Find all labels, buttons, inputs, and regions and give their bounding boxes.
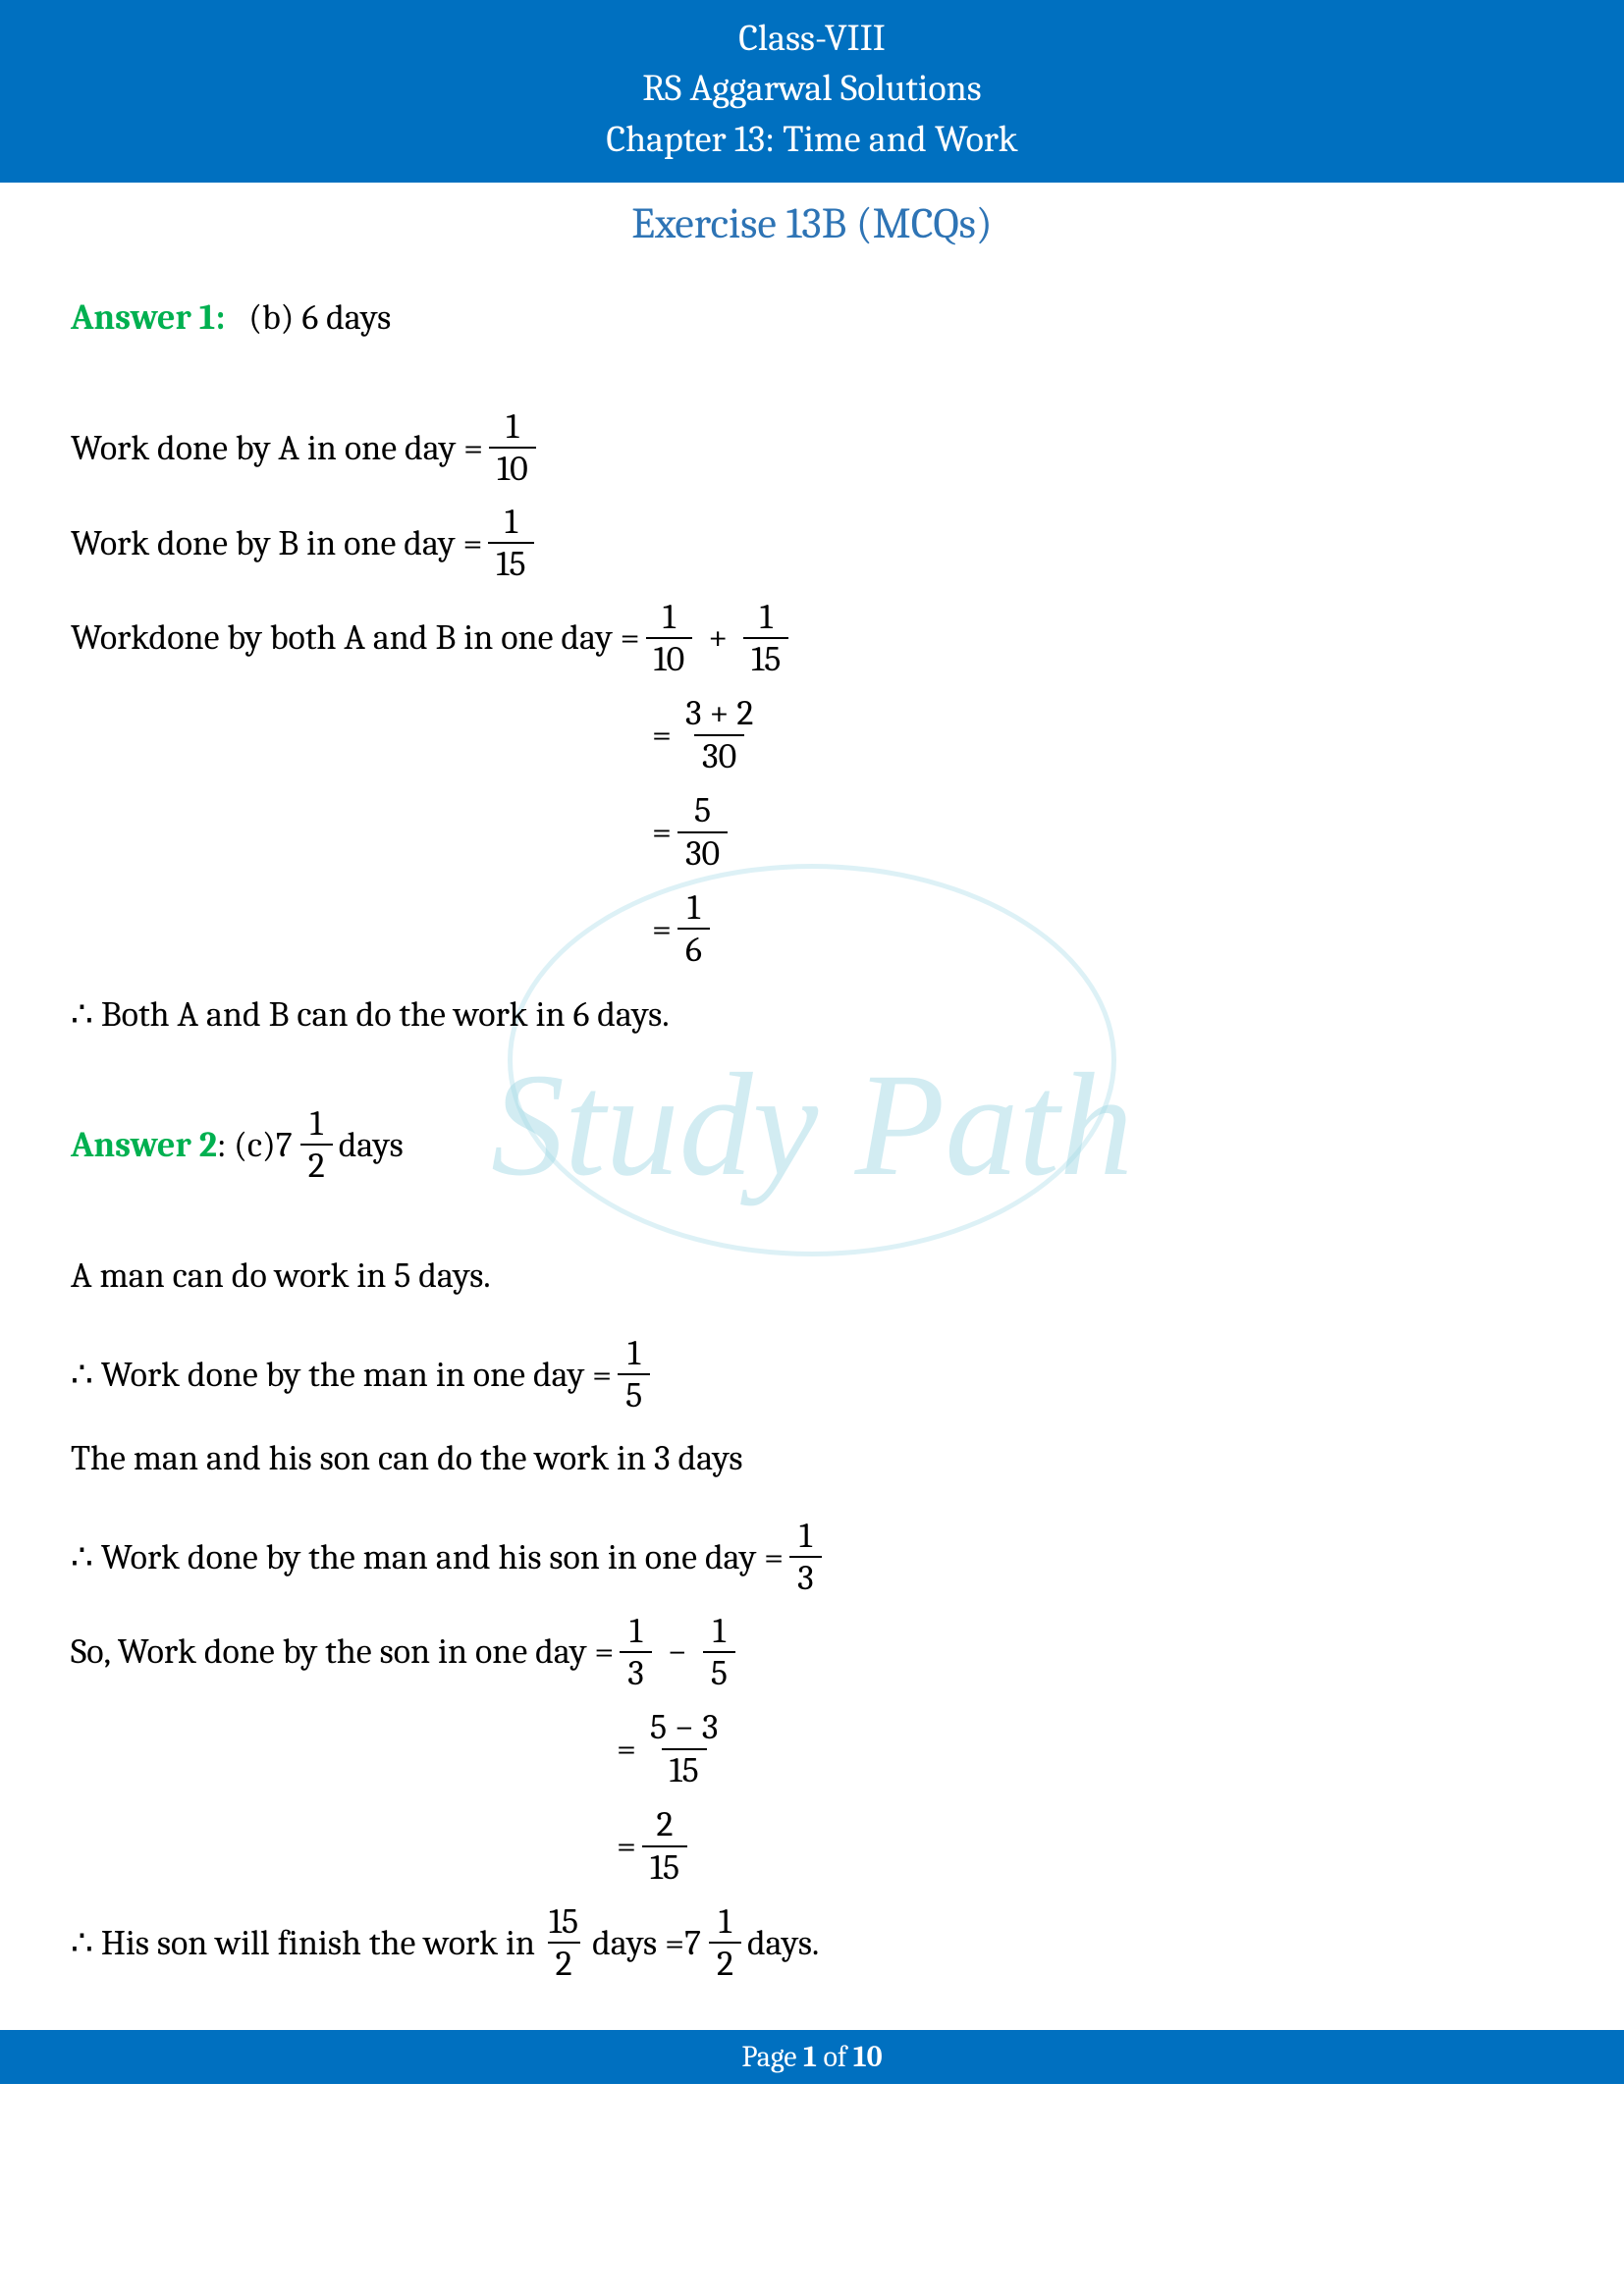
a1-text-ab: Workdone by both A and B in one day = <box>71 608 640 667</box>
a1-text-a: Work done by A in one day = <box>71 418 483 478</box>
a1-line-b: Work done by B in one day = 1 15 <box>71 502 1553 585</box>
a1-step3-frac: 5 30 <box>677 790 728 874</box>
a1-step4: = 1 6 <box>71 887 1553 971</box>
a2-l4: ∴ Work done by the man and his son in on… <box>71 1516 1553 1599</box>
a1-frac-ab2: 1 15 <box>743 597 788 680</box>
a1-conclusion: ∴ Both A and B can do the work in 6 days… <box>71 985 1553 1044</box>
a1-text-b: Work done by B in one day = <box>71 513 482 573</box>
answer2-mixed: 7 1 2 <box>276 1103 339 1187</box>
a1-op-plus: + <box>708 608 728 667</box>
answer2-colon: : (c) <box>217 1115 276 1175</box>
header-chapter: Chapter 13: Time and Work <box>0 115 1624 165</box>
a1-line-ab: Workdone by both A and B in one day = 1 … <box>71 597 1553 680</box>
a2-l1: A man can do work in 5 days. <box>71 1246 1553 1306</box>
a1-step2: = 3 + 2 30 <box>71 693 1553 776</box>
answer1-option: (b) 6 days <box>248 297 391 338</box>
a2-step3: = 2 15 <box>71 1804 1553 1888</box>
a2-step2: = 5 − 3 15 <box>71 1707 1553 1790</box>
exercise-title: Exercise 13B (MCQs) <box>0 198 1624 248</box>
answer1-heading: Answer 1: (b) 6 days <box>71 288 1553 347</box>
answer2-heading: Answer 2 : (c) 7 1 2 days <box>71 1103 1553 1187</box>
content-area: Answer 1: (b) 6 days Work done by A in o… <box>0 288 1624 1985</box>
header-bar: Class-VIII RS Aggarwal Solutions Chapter… <box>0 0 1624 183</box>
footer-bar: Page 1 of 10 <box>0 2030 1624 2084</box>
a2-l5: So, Work done by the son in one day = 1 … <box>71 1611 1553 1694</box>
a1-line-a: Work done by A in one day = 1 10 <box>71 406 1553 490</box>
a1-step2-frac: 3 + 2 30 <box>677 693 761 776</box>
footer-prefix: Page <box>741 2040 803 2074</box>
a1-frac-a: 1 10 <box>489 406 536 490</box>
a1-step3: = 5 30 <box>71 790 1553 874</box>
footer-total: 10 <box>853 2040 883 2074</box>
answer2-suffix: days <box>339 1115 404 1175</box>
a1-step4-frac: 1 6 <box>677 887 710 971</box>
header-class: Class-VIII <box>0 14 1624 64</box>
answer2-label: Answer 2 <box>71 1115 217 1175</box>
a2-final: ∴ His son will finish the work in 15 2 d… <box>71 1901 1553 1985</box>
header-book: RS Aggarwal Solutions <box>0 64 1624 114</box>
footer-mid: of <box>817 2040 853 2074</box>
a2-l2: ∴ Work done by the man in one day = 1 5 <box>71 1333 1553 1416</box>
a2-l3: The man and his son can do the work in 3… <box>71 1428 1553 1488</box>
a1-frac-b: 1 15 <box>488 502 533 585</box>
footer-current: 1 <box>803 2040 817 2074</box>
a1-frac-ab1: 1 10 <box>646 597 693 680</box>
answer1-label: Answer 1: <box>71 297 225 338</box>
